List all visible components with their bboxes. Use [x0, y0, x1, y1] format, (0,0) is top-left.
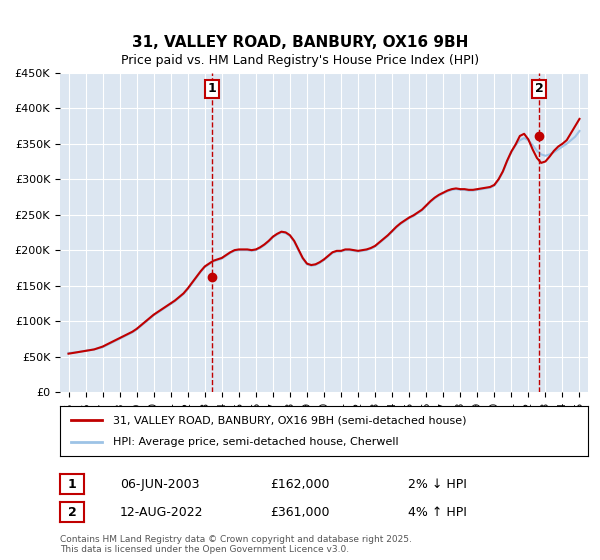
Text: 2: 2 [68, 506, 76, 519]
Text: 31, VALLEY ROAD, BANBURY, OX16 9BH: 31, VALLEY ROAD, BANBURY, OX16 9BH [132, 35, 468, 50]
Text: Contains HM Land Registry data © Crown copyright and database right 2025.
This d: Contains HM Land Registry data © Crown c… [60, 535, 412, 554]
Text: 2: 2 [535, 82, 544, 95]
Text: £361,000: £361,000 [270, 506, 329, 519]
Text: 06-JUN-2003: 06-JUN-2003 [120, 478, 199, 491]
Text: HPI: Average price, semi-detached house, Cherwell: HPI: Average price, semi-detached house,… [113, 437, 398, 447]
Text: 31, VALLEY ROAD, BANBURY, OX16 9BH (semi-detached house): 31, VALLEY ROAD, BANBURY, OX16 9BH (semi… [113, 415, 466, 425]
Text: £162,000: £162,000 [270, 478, 329, 491]
Text: 12-AUG-2022: 12-AUG-2022 [120, 506, 203, 519]
Text: Price paid vs. HM Land Registry's House Price Index (HPI): Price paid vs. HM Land Registry's House … [121, 54, 479, 67]
Text: 1: 1 [208, 82, 217, 95]
Text: 2% ↓ HPI: 2% ↓ HPI [408, 478, 467, 491]
Text: 4% ↑ HPI: 4% ↑ HPI [408, 506, 467, 519]
Text: 1: 1 [68, 478, 76, 491]
